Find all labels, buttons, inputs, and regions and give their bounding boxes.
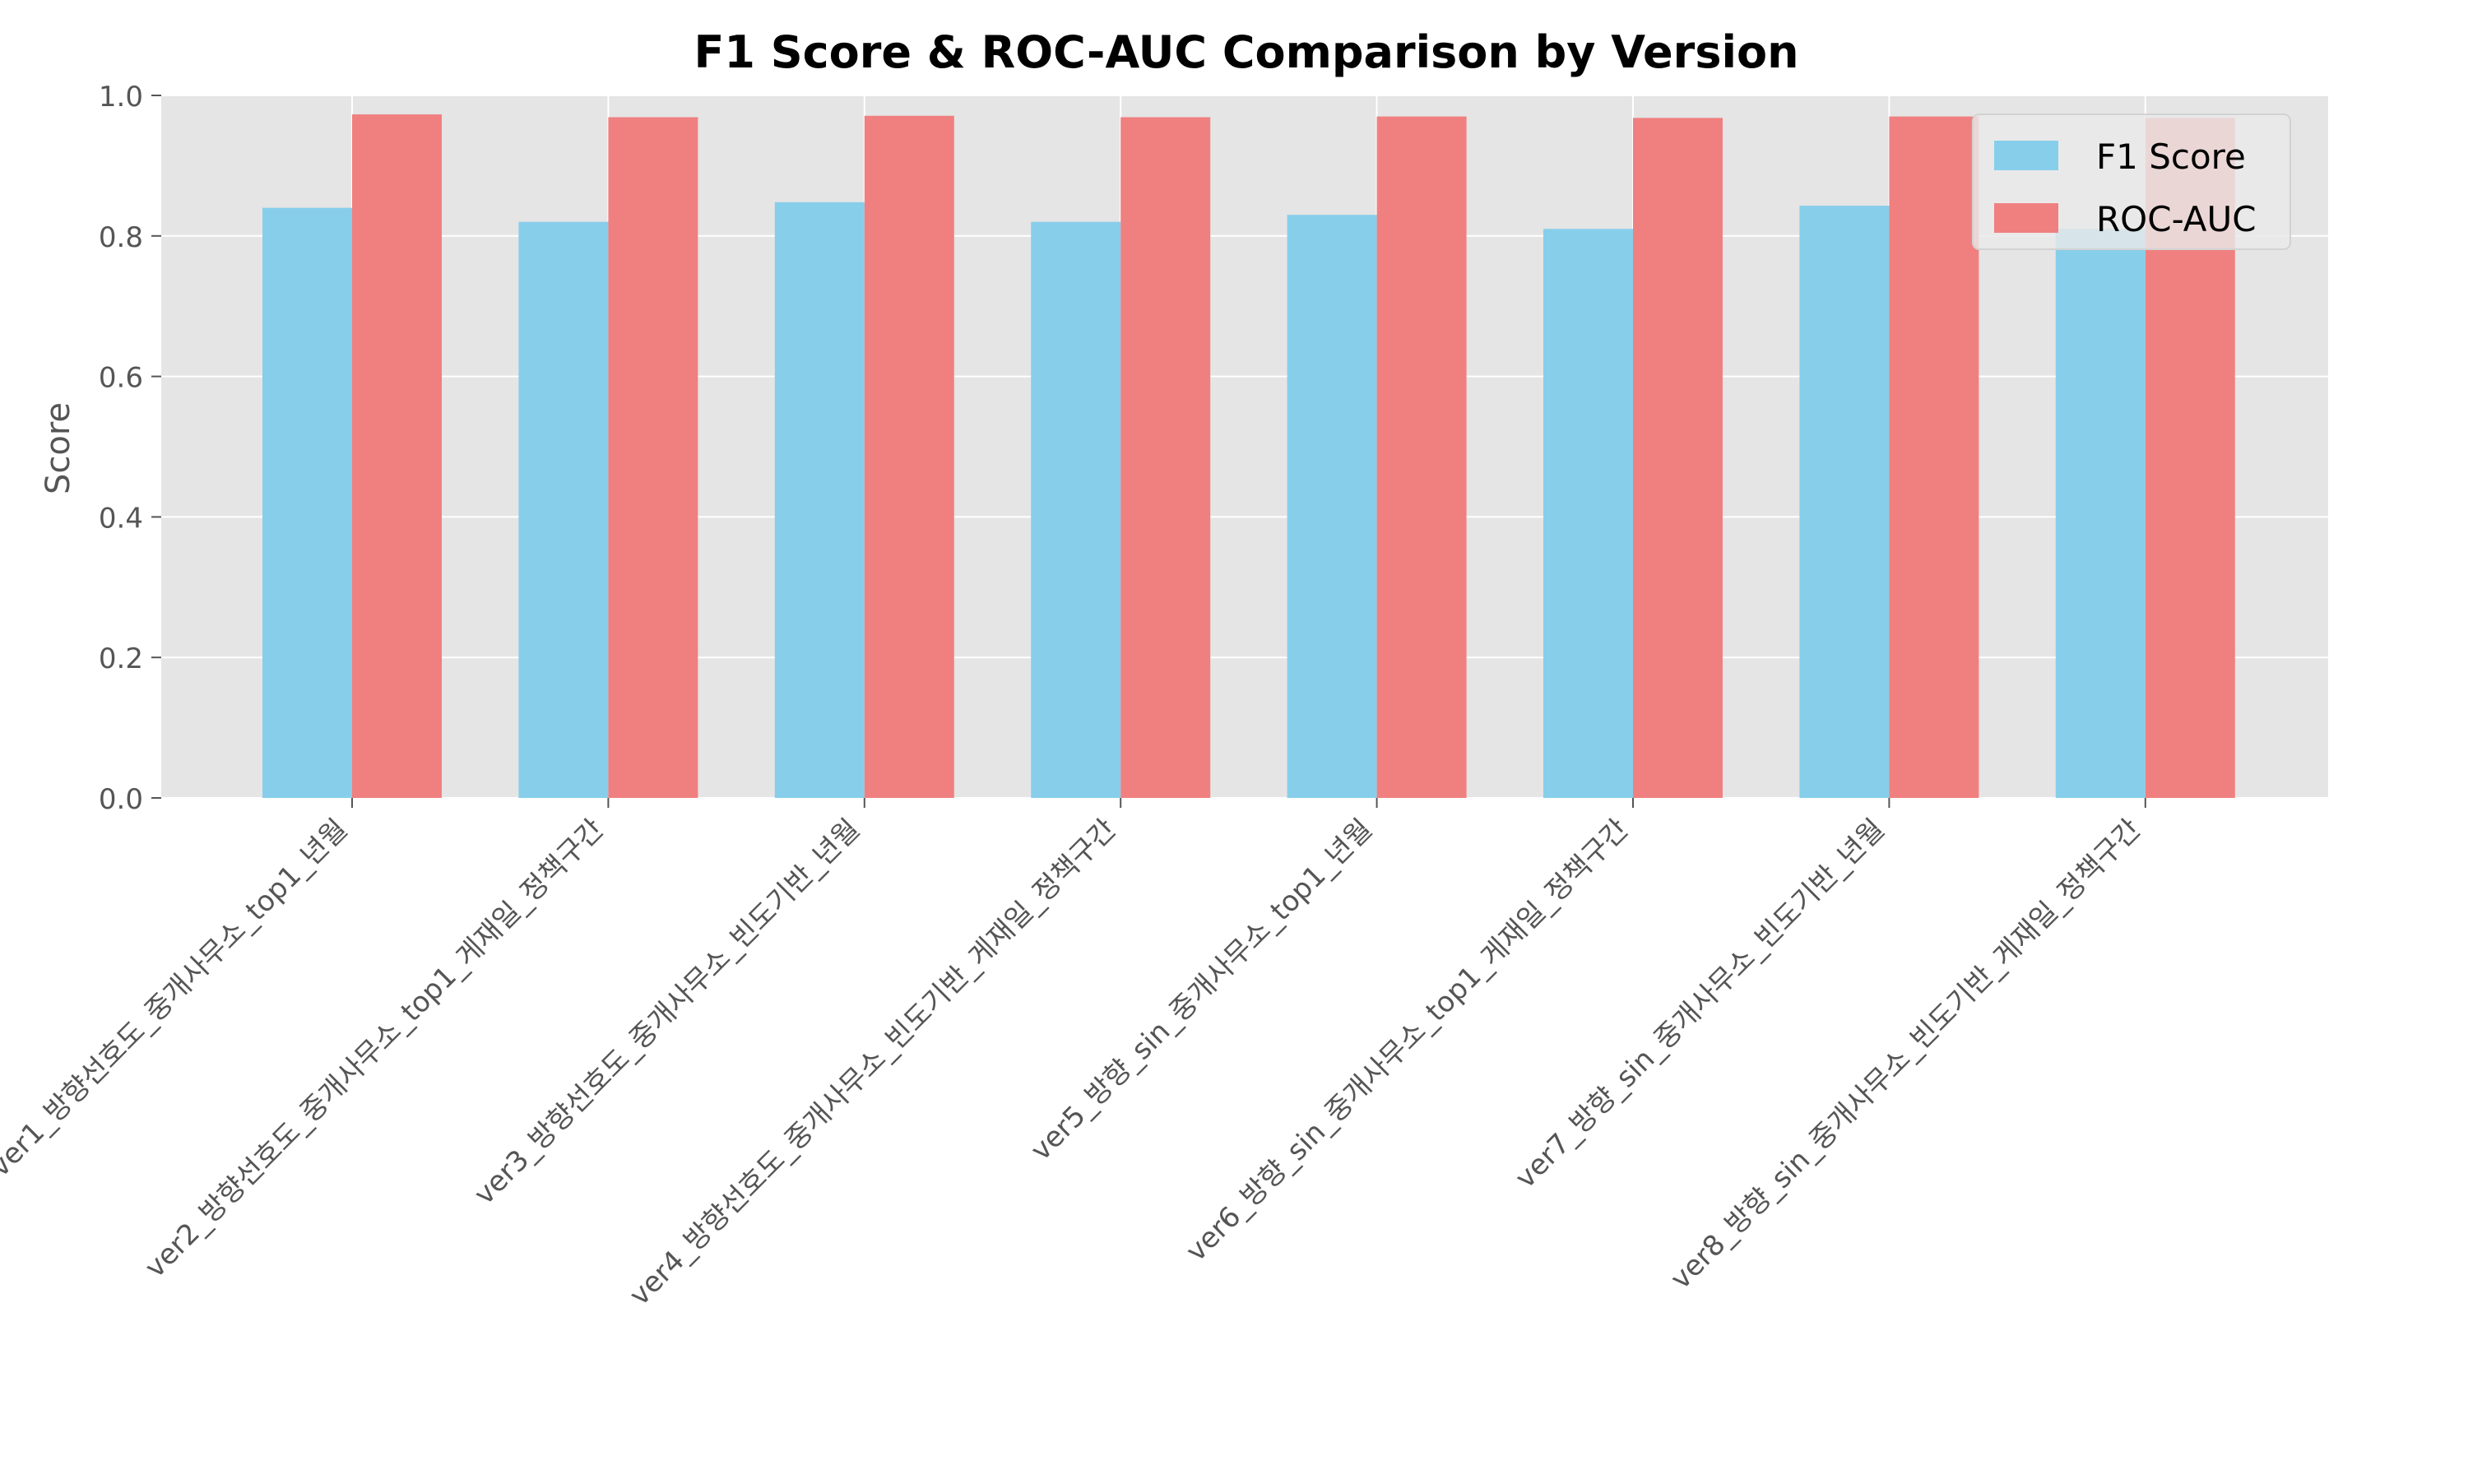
chart-title: F1 Score & ROC-AUC Comparison by Version <box>694 26 1798 78</box>
legend-label: ROC-AUC <box>2096 199 2257 239</box>
bar-f1-score <box>774 202 865 799</box>
bar-f1-score <box>1031 221 1121 799</box>
y-tick-label: 0.2 <box>99 642 143 675</box>
y-tick-label: 0.6 <box>99 362 143 395</box>
bar-f1-score <box>1287 215 1377 798</box>
bar-f1-score <box>1543 229 1633 798</box>
bar-roc-auc <box>608 117 698 798</box>
legend-label: F1 Score <box>2096 137 2246 177</box>
y-tick-label: 0.8 <box>99 221 143 254</box>
bar-roc-auc <box>1376 116 1467 798</box>
x-tick-label: ver8_방향_sin_중개사무소_빈도기반_게재일_정책구간 <box>1664 813 2147 1296</box>
bar-roc-auc <box>352 114 442 799</box>
bar-roc-auc <box>1120 117 1211 798</box>
bar-f1-score <box>262 207 352 798</box>
bar-roc-auc <box>864 115 954 799</box>
y-axis-label: Score <box>39 402 77 494</box>
legend-swatch <box>1994 141 2058 170</box>
bar-f1-score <box>2055 229 2146 798</box>
y-tick-label: 0.0 <box>99 783 143 816</box>
legend-swatch <box>1994 203 2058 233</box>
bar-f1-score <box>518 221 609 799</box>
bar-roc-auc <box>1889 116 1979 798</box>
y-tick-label: 1.0 <box>99 81 143 114</box>
bar-roc-auc <box>1633 118 1723 798</box>
y-tick-label: 0.4 <box>99 502 143 535</box>
x-tick-label: ver2_방향선호도_중개사무소_top1_게재일_정책구간 <box>138 813 610 1284</box>
bar-f1-score <box>1799 206 1890 798</box>
x-tick-label: ver4_방향선호도_중개사무소_빈도기반_게재일_정책구간 <box>623 813 1122 1312</box>
legend: F1 Score ROC-AUC <box>1972 114 2291 250</box>
plot-area: 0.00.20.40.60.81.0ver1_방향선호도_중개사무소_top1_… <box>0 81 2328 1312</box>
x-tick-label: ver6_방향_sin_중개사무소_top1_게재일_정책구간 <box>1180 813 1635 1268</box>
